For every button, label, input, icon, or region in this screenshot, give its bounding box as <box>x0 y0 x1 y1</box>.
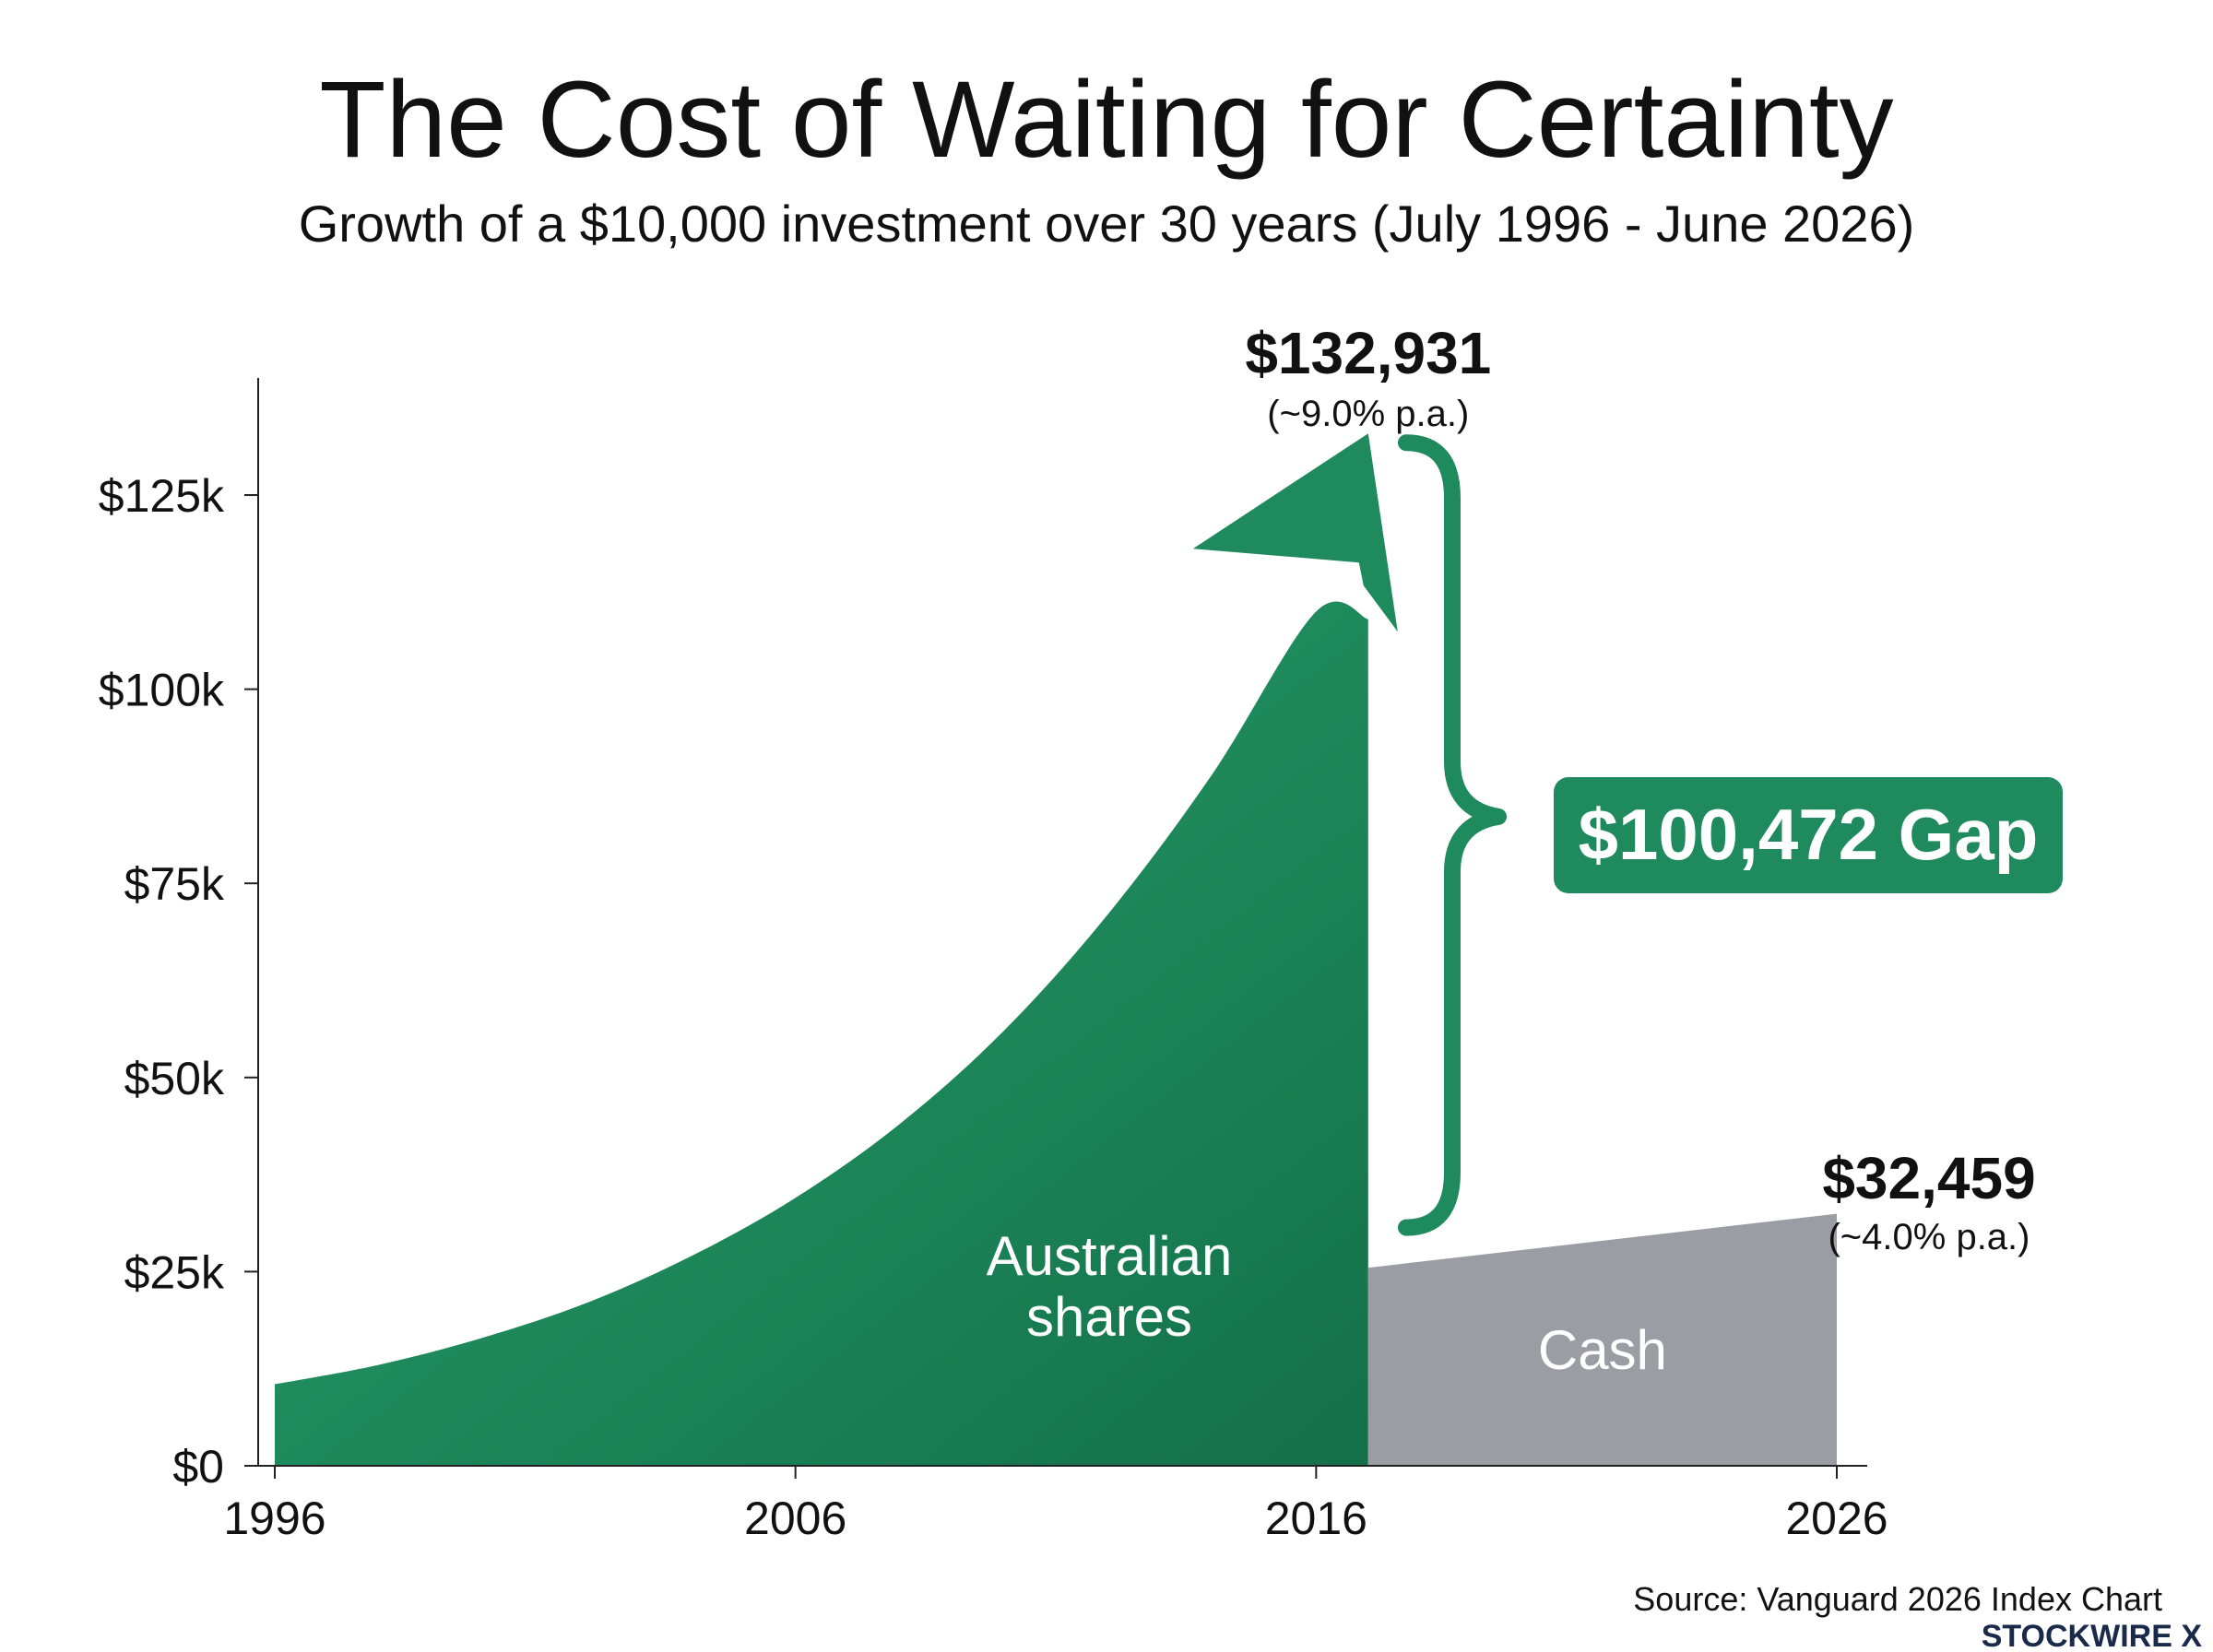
y-tick-label: $125k <box>99 470 225 522</box>
y-tick-label: $75k <box>124 858 225 910</box>
shares-rate: (~9.0% p.a.) <box>1267 394 1469 434</box>
x-tick-label: 1996 <box>223 1493 325 1544</box>
cash-rate: (~4.0% p.a.) <box>1828 1217 2030 1257</box>
shares-area <box>275 601 1368 1466</box>
chart-title: The Cost of Waiting for Certainty <box>319 59 1893 181</box>
x-tick-label: 2016 <box>1265 1493 1367 1544</box>
brand-logo: STOCKWIRE X <box>1982 1619 2203 1652</box>
shares-end-value: $132,931 <box>1245 320 1491 386</box>
gap-brace <box>1398 434 1507 1236</box>
source-note: Source: Vanguard 2026 Index Chart <box>1633 1580 2162 1618</box>
cash-area-label: Cash <box>1538 1319 1667 1381</box>
x-tick-label: 2006 <box>744 1493 846 1544</box>
gap-badge <box>1554 777 2063 893</box>
y-tick-label: $100k <box>99 665 225 716</box>
axes: $0 $25k $50k $75k $100k $125k 1996 2006 2016 2026 <box>99 378 1888 1544</box>
plot-area <box>275 433 1837 1466</box>
x-tick-label: 2026 <box>1785 1493 1888 1544</box>
y-tick-label: $25k <box>124 1246 225 1298</box>
y-tick-label: $0 <box>172 1441 224 1493</box>
shares-area-label: Australian shares <box>987 1225 1233 1348</box>
annotations: $132,931 (~9.0% p.a.) $32,459 (~4.0% p.a.) A… <box>987 320 2063 1381</box>
cash-end-value: $32,459 <box>1822 1145 2035 1211</box>
chart-subtitle: Growth of a $10,000 investment over 30 y… <box>299 195 1915 253</box>
y-tick-label: $50k <box>124 1053 225 1104</box>
shares-arrow-head <box>1192 433 1398 632</box>
gap-label: $100,472 Gap <box>1579 794 2039 875</box>
cash-area <box>1367 1213 1837 1466</box>
